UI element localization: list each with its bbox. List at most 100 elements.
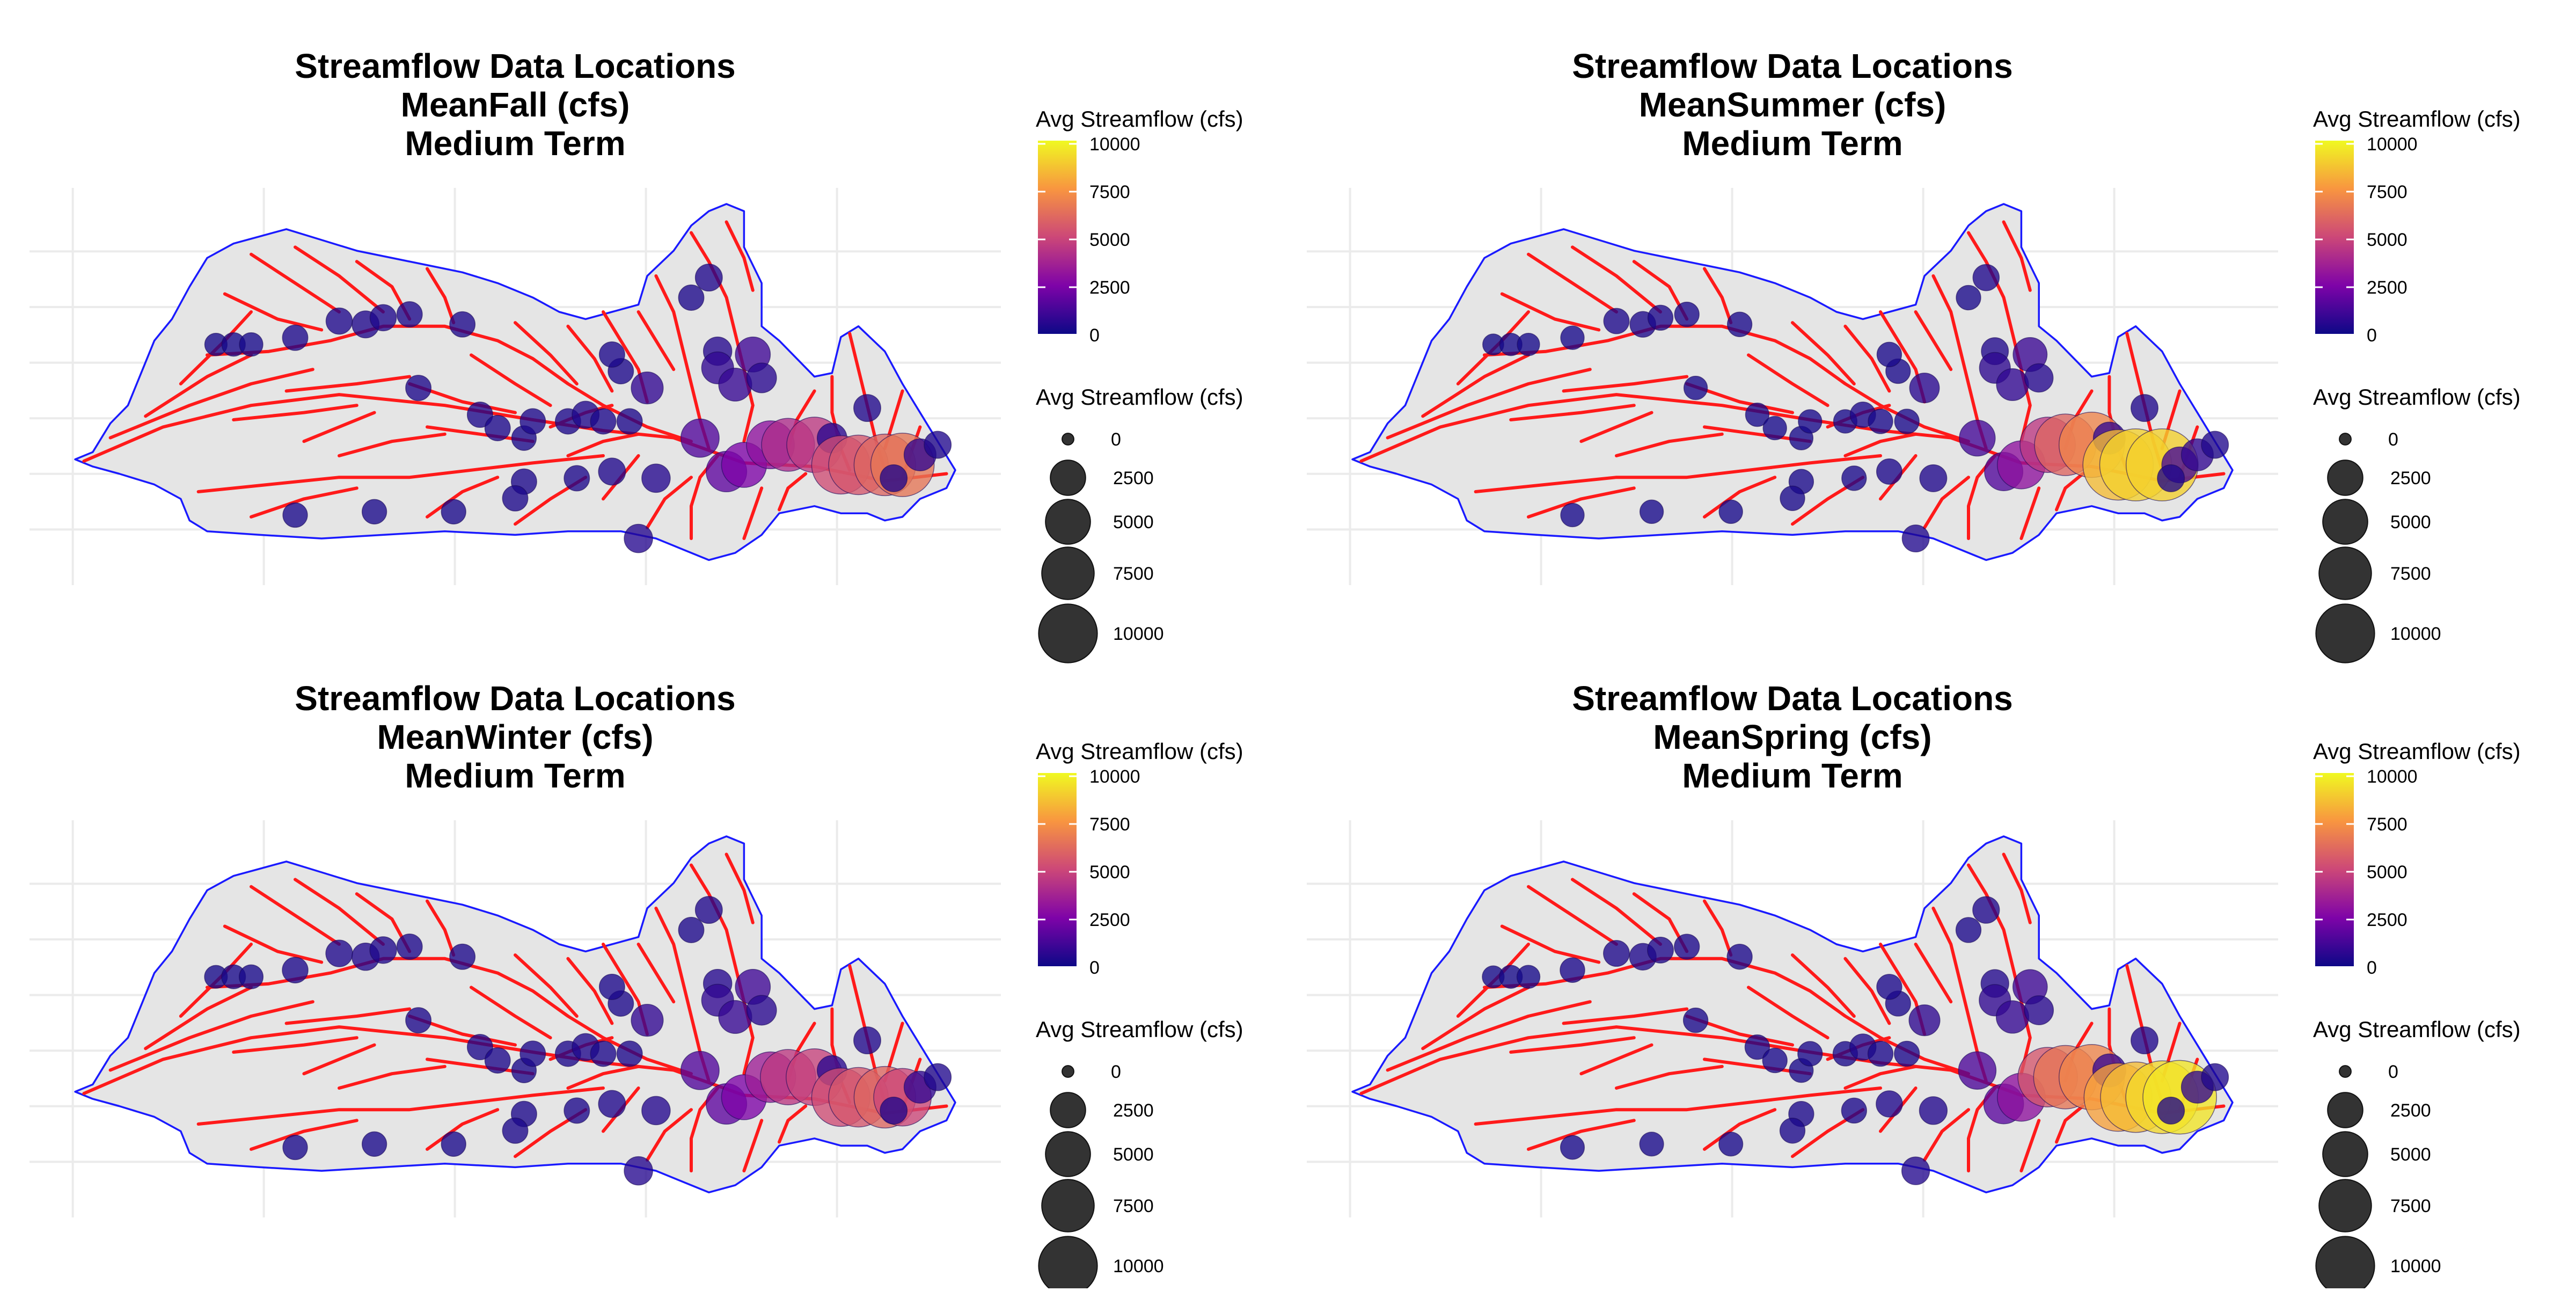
station-marker[interactable] xyxy=(1959,420,1996,457)
station-marker[interactable] xyxy=(924,431,952,459)
station-marker[interactable] xyxy=(1972,896,2000,924)
station-marker[interactable] xyxy=(282,324,309,351)
station-marker[interactable] xyxy=(880,464,908,492)
station-marker[interactable] xyxy=(519,1040,546,1067)
station-marker[interactable] xyxy=(853,394,881,422)
station-marker[interactable] xyxy=(616,408,643,435)
station-marker[interactable] xyxy=(484,1047,511,1074)
station-marker[interactable] xyxy=(2201,431,2229,459)
station-marker[interactable] xyxy=(1745,402,1770,427)
station-marker[interactable] xyxy=(1718,499,1743,524)
station-marker[interactable] xyxy=(694,264,723,292)
station-marker[interactable] xyxy=(325,307,353,335)
station-marker[interactable] xyxy=(564,1097,590,1124)
station-marker[interactable] xyxy=(1841,1097,1867,1124)
station-marker[interactable] xyxy=(718,367,752,402)
station-marker[interactable] xyxy=(325,939,353,967)
station-marker[interactable] xyxy=(924,1063,952,1091)
station-marker[interactable] xyxy=(1876,1090,1903,1118)
station-marker[interactable] xyxy=(1726,311,1753,337)
station-marker[interactable] xyxy=(1876,341,1902,368)
station-marker[interactable] xyxy=(1516,965,1541,989)
station-marker[interactable] xyxy=(238,964,264,989)
station-marker[interactable] xyxy=(239,332,264,357)
station-marker[interactable] xyxy=(2157,464,2185,492)
station-marker[interactable] xyxy=(1972,264,2000,291)
station-marker[interactable] xyxy=(1780,485,1805,511)
station-marker[interactable] xyxy=(466,402,493,428)
station-marker[interactable] xyxy=(1919,464,1948,492)
station-marker[interactable] xyxy=(1956,285,1981,311)
station-marker[interactable] xyxy=(519,408,546,435)
station-marker[interactable] xyxy=(1726,944,1753,970)
station-marker[interactable] xyxy=(746,995,777,1026)
station-marker[interactable] xyxy=(680,1051,720,1090)
station-marker[interactable] xyxy=(1797,1041,1823,1067)
station-marker[interactable] xyxy=(590,1040,617,1067)
station-marker[interactable] xyxy=(598,1090,626,1118)
station-marker[interactable] xyxy=(449,943,476,970)
station-marker[interactable] xyxy=(1894,1040,1920,1067)
station-marker[interactable] xyxy=(1647,304,1674,331)
station-marker[interactable] xyxy=(1901,524,1930,553)
station-marker[interactable] xyxy=(1955,917,1982,943)
station-marker[interactable] xyxy=(441,1131,466,1157)
station-marker[interactable] xyxy=(405,1007,432,1034)
station-marker[interactable] xyxy=(1919,1096,1948,1125)
station-marker[interactable] xyxy=(1779,1118,1806,1144)
station-marker[interactable] xyxy=(598,457,626,486)
station-marker[interactable] xyxy=(1647,936,1674,964)
station-marker[interactable] xyxy=(1560,502,1585,528)
station-marker[interactable] xyxy=(1868,409,1893,434)
station-marker[interactable] xyxy=(631,371,664,405)
station-marker[interactable] xyxy=(2201,1063,2229,1091)
station-marker[interactable] xyxy=(1560,325,1585,350)
station-marker[interactable] xyxy=(1639,1132,1664,1157)
station-marker[interactable] xyxy=(1674,933,1700,960)
station-marker[interactable] xyxy=(361,1131,387,1157)
station-marker[interactable] xyxy=(631,1004,664,1037)
station-marker[interactable] xyxy=(2024,363,2054,393)
station-marker[interactable] xyxy=(641,463,671,493)
station-marker[interactable] xyxy=(2131,1026,2158,1055)
station-marker[interactable] xyxy=(1683,376,1708,400)
station-marker[interactable] xyxy=(282,1134,308,1161)
station-marker[interactable] xyxy=(1876,458,1902,485)
station-marker[interactable] xyxy=(396,301,423,328)
station-marker[interactable] xyxy=(678,285,705,311)
station-marker[interactable] xyxy=(502,485,529,512)
station-marker[interactable] xyxy=(680,418,720,458)
station-marker[interactable] xyxy=(369,304,397,332)
station-marker[interactable] xyxy=(1762,1047,1788,1074)
station-marker[interactable] xyxy=(1744,1034,1770,1060)
station-marker[interactable] xyxy=(624,523,653,553)
station-marker[interactable] xyxy=(449,311,476,338)
station-marker[interactable] xyxy=(502,1117,529,1144)
station-marker[interactable] xyxy=(396,933,423,960)
station-marker[interactable] xyxy=(441,499,466,524)
station-marker[interactable] xyxy=(1996,368,2029,402)
station-marker[interactable] xyxy=(2157,1096,2185,1125)
station-marker[interactable] xyxy=(466,1034,493,1061)
station-marker[interactable] xyxy=(598,341,625,368)
station-marker[interactable] xyxy=(484,415,511,441)
station-marker[interactable] xyxy=(1798,409,1823,434)
station-marker[interactable] xyxy=(746,362,777,393)
station-marker[interactable] xyxy=(1908,1004,1941,1037)
station-marker[interactable] xyxy=(1674,301,1700,327)
station-marker[interactable] xyxy=(1876,974,1902,1000)
station-marker[interactable] xyxy=(718,1000,752,1034)
station-marker[interactable] xyxy=(369,936,397,964)
station-marker[interactable] xyxy=(1718,1132,1744,1157)
station-marker[interactable] xyxy=(1517,333,1540,356)
station-marker[interactable] xyxy=(1560,957,1585,983)
station-marker[interactable] xyxy=(678,917,705,943)
station-marker[interactable] xyxy=(598,973,625,1000)
station-marker[interactable] xyxy=(1762,415,1787,441)
station-marker[interactable] xyxy=(282,502,308,528)
station-marker[interactable] xyxy=(405,375,432,402)
station-marker[interactable] xyxy=(1682,1008,1709,1033)
station-marker[interactable] xyxy=(1639,499,1664,524)
station-marker[interactable] xyxy=(1867,1040,1894,1067)
station-marker[interactable] xyxy=(641,1096,671,1126)
